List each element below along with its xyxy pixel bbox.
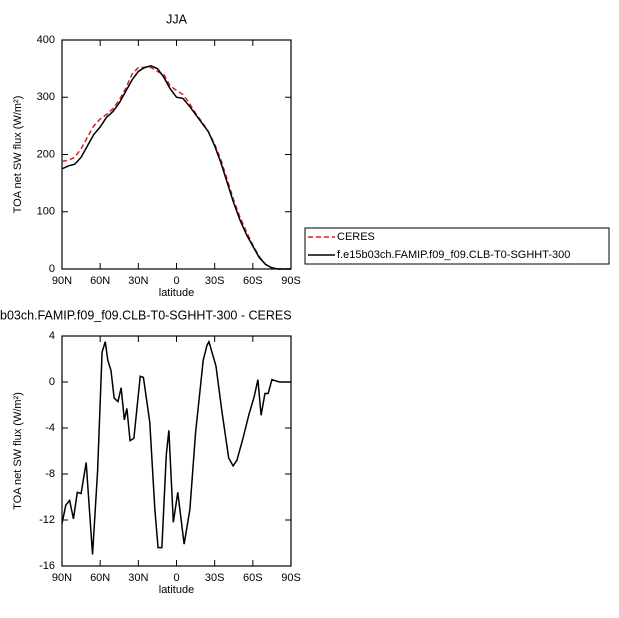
y-axis-label: TOA net SW flux (W/m²) xyxy=(12,392,24,510)
x-tick-label: 30N xyxy=(128,572,148,584)
chart-title: b03ch.FAMIP.f09_f09.CLB-T0-SGHHT-300 - C… xyxy=(0,308,292,322)
series-line xyxy=(61,339,291,555)
y-tick-label: -16 xyxy=(39,560,55,572)
x-tick-label: 90S xyxy=(281,275,301,287)
y-tick-label: 300 xyxy=(37,91,55,103)
y-tick-label: -4 xyxy=(45,422,55,434)
y-tick-label: -8 xyxy=(45,468,55,480)
x-axis-label: latitude xyxy=(159,287,194,299)
y-tick-label: 200 xyxy=(37,148,55,160)
chart-title: JJA xyxy=(166,12,188,26)
y-axis-label: TOA net SW flux (W/m²) xyxy=(12,96,24,214)
x-tick-label: 0 xyxy=(173,275,179,287)
legend-label: CERES xyxy=(337,231,375,243)
y-tick-label: 0 xyxy=(49,263,55,275)
plot-frame xyxy=(61,39,292,270)
x-tick-label: 60S xyxy=(243,275,263,287)
y-tick-label: 400 xyxy=(37,34,55,46)
plot-frame xyxy=(61,335,292,567)
y-tick-label: 100 xyxy=(37,206,55,218)
x-tick-label: 60S xyxy=(243,572,263,584)
x-tick-label: 90N xyxy=(52,275,72,287)
legend-label: f.e15b03ch.FAMIP.f09_f09.CLB-T0-SGHHT-30… xyxy=(337,249,570,261)
x-tick-label: 30N xyxy=(128,275,148,287)
x-tick-label: 30S xyxy=(205,275,225,287)
series-line xyxy=(61,64,291,270)
legend-box xyxy=(304,227,610,265)
y-tick-label: 4 xyxy=(49,330,55,342)
x-tick-label: 60N xyxy=(90,572,110,584)
x-tick-label: 60N xyxy=(90,275,110,287)
x-tick-label: 30S xyxy=(205,572,225,584)
x-tick-label: 90S xyxy=(281,572,301,584)
x-tick-label: 0 xyxy=(173,572,179,584)
x-axis-label: latitude xyxy=(159,584,194,596)
x-tick-label: 90N xyxy=(52,572,72,584)
y-tick-label: 0 xyxy=(49,376,55,388)
y-tick-label: -12 xyxy=(39,514,55,526)
